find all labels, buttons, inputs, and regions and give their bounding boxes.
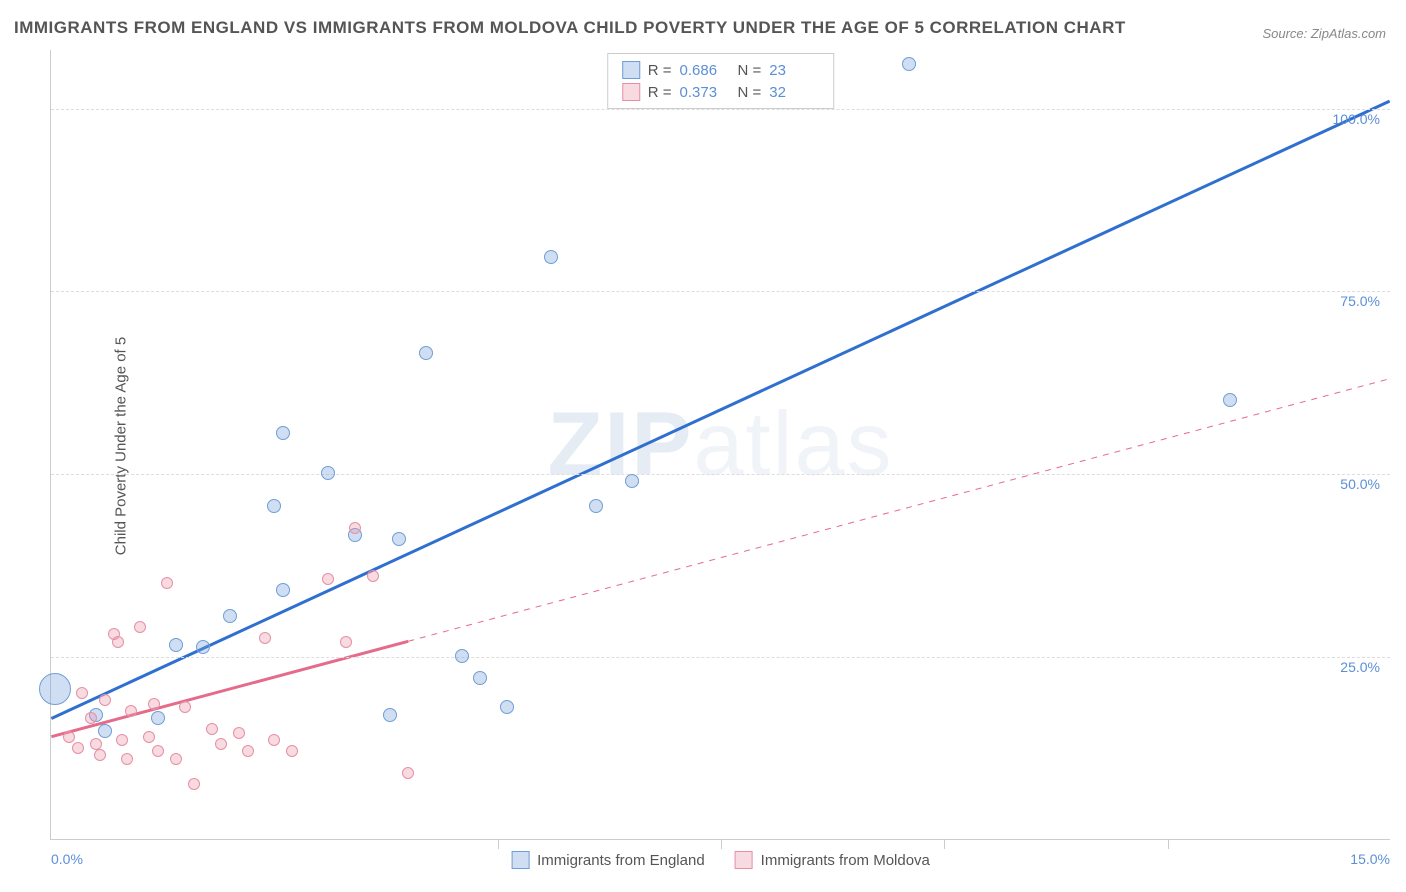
n-value: 23 bbox=[769, 62, 819, 79]
legend-swatch bbox=[511, 851, 529, 869]
y-tick-label: 75.0% bbox=[1340, 293, 1380, 309]
chart-container: IMMIGRANTS FROM ENGLAND VS IMMIGRANTS FR… bbox=[0, 0, 1406, 892]
watermark: ZIPatlas bbox=[547, 393, 893, 496]
scatter-point bbox=[902, 57, 916, 71]
scatter-point bbox=[419, 346, 433, 360]
scatter-point bbox=[276, 583, 290, 597]
trend-lines-layer bbox=[51, 50, 1390, 839]
trend-line-dashed bbox=[408, 379, 1389, 642]
scatter-point bbox=[121, 753, 133, 765]
scatter-point bbox=[98, 724, 112, 738]
scatter-point bbox=[242, 745, 254, 757]
scatter-point bbox=[268, 734, 280, 746]
scatter-point bbox=[170, 753, 182, 765]
scatter-point bbox=[473, 671, 487, 685]
scatter-point bbox=[286, 745, 298, 757]
scatter-point bbox=[94, 749, 106, 761]
legend-swatch bbox=[622, 61, 640, 79]
gridline bbox=[51, 291, 1390, 292]
series-legend-item: Immigrants from Moldova bbox=[735, 851, 930, 869]
scatter-point bbox=[116, 734, 128, 746]
series-label: Immigrants from England bbox=[537, 852, 705, 869]
trend-line bbox=[51, 101, 1389, 718]
source-attribution: Source: ZipAtlas.com bbox=[1262, 26, 1386, 41]
n-value: 32 bbox=[769, 84, 819, 101]
y-tick-label: 100.0% bbox=[1333, 111, 1380, 127]
x-tick-label: 0.0% bbox=[51, 851, 83, 867]
r-value: 0.373 bbox=[680, 84, 730, 101]
scatter-point bbox=[1223, 393, 1237, 407]
gridline bbox=[51, 657, 1390, 658]
series-legend: Immigrants from England Immigrants from … bbox=[511, 851, 930, 869]
x-tick-label: 15.0% bbox=[1350, 851, 1390, 867]
scatter-point bbox=[233, 727, 245, 739]
scatter-point bbox=[179, 701, 191, 713]
scatter-point bbox=[125, 705, 137, 717]
scatter-point bbox=[500, 700, 514, 714]
scatter-point bbox=[455, 649, 469, 663]
watermark-bold: ZIP bbox=[547, 394, 693, 494]
scatter-point bbox=[134, 621, 146, 633]
x-tick bbox=[498, 839, 499, 849]
scatter-point bbox=[215, 738, 227, 750]
scatter-point bbox=[321, 466, 335, 480]
scatter-point bbox=[161, 577, 173, 589]
gridline bbox=[51, 109, 1390, 110]
legend-swatch bbox=[735, 851, 753, 869]
scatter-point bbox=[112, 636, 124, 648]
scatter-point bbox=[625, 474, 639, 488]
x-tick bbox=[1168, 839, 1169, 849]
gridline bbox=[51, 474, 1390, 475]
r-label: R = bbox=[648, 62, 672, 79]
scatter-point bbox=[383, 708, 397, 722]
x-tick bbox=[721, 839, 722, 849]
scatter-point bbox=[76, 687, 88, 699]
legend-swatch bbox=[622, 83, 640, 101]
scatter-point bbox=[322, 573, 334, 585]
correlation-legend-row: R = 0.686 N = 23 bbox=[622, 59, 820, 81]
correlation-legend: R = 0.686 N = 23 R = 0.373 N = 32 bbox=[607, 53, 835, 109]
n-label: N = bbox=[738, 62, 762, 79]
series-legend-item: Immigrants from England bbox=[511, 851, 705, 869]
scatter-point bbox=[148, 698, 160, 710]
scatter-point bbox=[143, 731, 155, 743]
scatter-point bbox=[63, 731, 75, 743]
scatter-point bbox=[39, 673, 71, 705]
r-value: 0.686 bbox=[680, 62, 730, 79]
scatter-point bbox=[267, 499, 281, 513]
scatter-point bbox=[276, 426, 290, 440]
correlation-legend-row: R = 0.373 N = 32 bbox=[622, 81, 820, 103]
scatter-point bbox=[151, 711, 165, 725]
scatter-point bbox=[349, 522, 361, 534]
series-label: Immigrants from Moldova bbox=[761, 852, 930, 869]
scatter-point bbox=[259, 632, 271, 644]
x-tick bbox=[944, 839, 945, 849]
scatter-point bbox=[169, 638, 183, 652]
n-label: N = bbox=[738, 84, 762, 101]
scatter-point bbox=[206, 723, 218, 735]
chart-title: IMMIGRANTS FROM ENGLAND VS IMMIGRANTS FR… bbox=[14, 18, 1126, 38]
scatter-point bbox=[99, 694, 111, 706]
scatter-point bbox=[340, 636, 352, 648]
r-label: R = bbox=[648, 84, 672, 101]
scatter-point bbox=[589, 499, 603, 513]
scatter-point bbox=[392, 532, 406, 546]
y-tick-label: 25.0% bbox=[1340, 659, 1380, 675]
scatter-point bbox=[223, 609, 237, 623]
scatter-point bbox=[188, 778, 200, 790]
scatter-point bbox=[152, 745, 164, 757]
plot-area: ZIPatlas R = 0.686 N = 23 R = 0.373 N = … bbox=[50, 50, 1390, 840]
scatter-point bbox=[544, 250, 558, 264]
scatter-point bbox=[196, 640, 210, 654]
trend-line-solid bbox=[51, 641, 408, 736]
y-tick-label: 50.0% bbox=[1340, 476, 1380, 492]
scatter-point bbox=[367, 570, 379, 582]
scatter-point bbox=[85, 712, 97, 724]
watermark-light: atlas bbox=[693, 394, 893, 494]
scatter-point bbox=[72, 742, 84, 754]
scatter-point bbox=[402, 767, 414, 779]
